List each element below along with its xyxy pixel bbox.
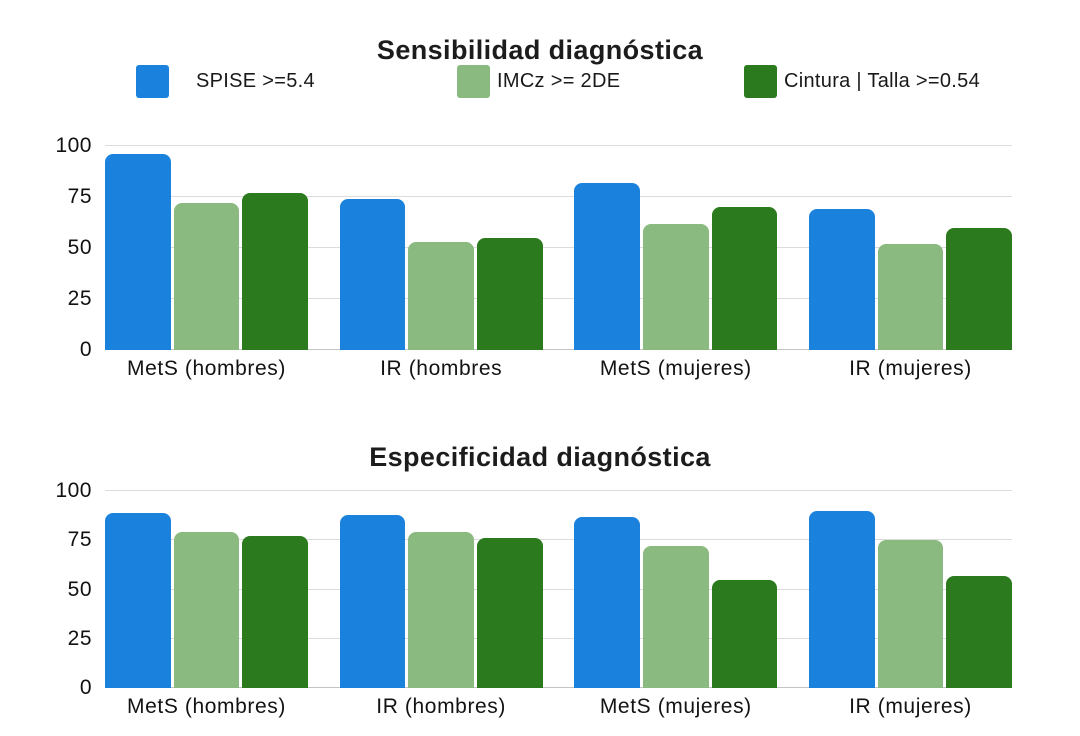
y-axis-tick-label: 50 (67, 236, 92, 259)
x-axis-category-label: IR (mujeres) (849, 695, 972, 718)
bar-imcz (408, 532, 474, 688)
legend-item-cintura: Cintura | Talla >=0.54 (744, 64, 980, 98)
bar-imcz (642, 546, 709, 688)
y-axis-tick-label: 25 (67, 626, 92, 650)
bar-group (105, 491, 309, 688)
bar-spise (808, 209, 875, 350)
imcz-color-swatch-icon (457, 64, 490, 98)
legend: SPISE >=5.4 IMCz >= 2DE Cintura | Talla … (0, 64, 1080, 98)
bar-group (339, 146, 543, 350)
bar-spise (339, 199, 406, 350)
bar-group (808, 491, 1012, 688)
y-axis-tick-label: 75 (67, 528, 92, 552)
spise-color-swatch-icon (136, 64, 169, 98)
bar-imcz (877, 540, 944, 688)
gridline (105, 490, 1012, 491)
y-axis-tick-label: 100 (55, 134, 92, 157)
x-axis-category-label: MetS (mujeres) (599, 695, 752, 718)
y-axis-tick-label: 25 (67, 287, 92, 310)
x-axis-category-label: IR (mujeres) (849, 357, 972, 380)
legend-label-spise: SPISE >=5.4 (196, 69, 315, 92)
bar-imcz (642, 223, 709, 350)
bar-cintura (242, 192, 309, 350)
gridline (105, 637, 1012, 639)
bar-groups (105, 491, 1012, 688)
bar-spise (339, 514, 406, 688)
bar-group (574, 491, 778, 688)
x-axis-category-label: MetS (hombres) (127, 357, 286, 380)
legend-item-imcz: IMCz >= 2DE (457, 64, 620, 98)
legend-label-cintura: Cintura | Talla >=0.54 (784, 69, 980, 92)
bar-cintura (946, 575, 1012, 688)
bar-group (105, 146, 309, 350)
legend-item-spise: SPISE >=5.4 (136, 64, 315, 98)
legend-label-imcz: IMCz >= 2DE (497, 69, 621, 92)
bar-cintura (711, 207, 778, 350)
x-axis-category-label: IR (hombres (380, 357, 503, 380)
bar-spise (105, 512, 171, 688)
bar-spise (574, 182, 640, 350)
sensitivity-plot-area: 100 75 50 25 0 (55, 134, 1012, 361)
gridline (105, 145, 1012, 146)
bar-cintura (946, 227, 1012, 350)
gridline (105, 588, 1012, 590)
bar-spise (808, 510, 875, 688)
bar-cintura (711, 579, 778, 688)
bar-imcz (877, 243, 944, 350)
bar-group (574, 146, 778, 350)
gridline (105, 298, 1012, 299)
bar-cintura (477, 538, 543, 688)
x-axis-category-label: MetS (mujeres) (599, 357, 752, 380)
sensitivity-chart-title: Sensibilidad diagnóstica (376, 35, 704, 66)
gridline (105, 247, 1012, 248)
specificity-chart-title: Especificidad diagnóstica (369, 442, 711, 473)
y-axis-tick-label: 50 (67, 577, 92, 601)
cintura-color-swatch-icon (744, 64, 777, 98)
gridline (105, 196, 1012, 197)
x-axis-baseline (105, 349, 1012, 350)
bar-group (339, 491, 543, 688)
bar-imcz (173, 532, 240, 688)
bar-imcz (173, 203, 240, 350)
y-axis-tick-label: 0 (79, 338, 92, 361)
y-axis-tick-label: 0 (79, 676, 92, 699)
gridline (105, 539, 1012, 541)
bar-cintura (242, 536, 309, 688)
specificity-x-axis-labels: MetS (hombres) IR (hombres) MetS (mujeres)… (105, 695, 1012, 719)
sensitivity-x-axis-labels: MetS (hombres) IR (hombres MetS (mujeres) I… (105, 357, 1012, 381)
bar-spise (574, 516, 640, 688)
bar-cintura (477, 237, 543, 350)
bar-group (808, 146, 1012, 350)
x-axis-category-label: MetS (hombres) (127, 695, 286, 718)
bar-spise (105, 154, 171, 350)
bar-imcz (408, 241, 474, 350)
y-axis-tick-label: 100 (55, 479, 92, 502)
y-axis-tick-label: 75 (67, 185, 92, 208)
x-axis-category-label: IR (hombres) (376, 695, 507, 718)
x-axis-baseline (105, 687, 1012, 688)
bar-groups (105, 146, 1012, 350)
specificity-plot-area: 100 75 50 25 0 (55, 479, 1012, 699)
